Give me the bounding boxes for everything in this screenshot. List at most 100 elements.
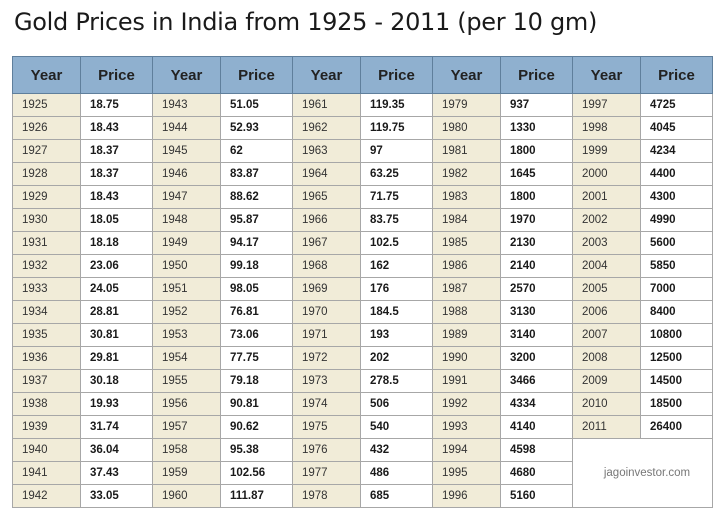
year-cell: 1991 xyxy=(432,369,501,393)
year-column-header: Year xyxy=(12,56,81,94)
year-cell: 1938 xyxy=(12,392,81,416)
table-row: 1937 30.18 1955 79.18 1973 278.5 1991 3466 2009 1… xyxy=(12,369,713,393)
year-cell: 1961 xyxy=(292,93,361,117)
table-row: 1934 28.81 1952 76.81 1970 184.5 1988 3130 2006 8… xyxy=(12,300,713,324)
table-row: 1940 36.04 1958 95.38 1976 432 1994 4598 jagoinv… xyxy=(12,438,713,508)
year-cell: 1958 xyxy=(152,438,221,462)
year-cell: 1974 xyxy=(292,392,361,416)
price-cell: 73.06 xyxy=(220,323,293,347)
price-cell: 24.05 xyxy=(80,277,153,301)
price-cell: 2570 xyxy=(500,277,573,301)
price-cell: 432 xyxy=(360,438,433,462)
year-cell: 1948 xyxy=(152,208,221,232)
table-row: 1930 18.05 1948 95.87 1966 83.75 1984 1970 2002 4… xyxy=(12,208,713,232)
price-column-header: Price xyxy=(80,56,153,94)
table-row: 1942 33.05 1960 111.87 1978 685 1996 5160 xyxy=(12,484,713,508)
year-cell: 1978 xyxy=(292,484,361,508)
year-cell: 1929 xyxy=(12,185,81,209)
price-cell: 83.75 xyxy=(360,208,433,232)
price-cell: 119.35 xyxy=(360,93,433,117)
price-cell: 18.05 xyxy=(80,208,153,232)
year-cell: 1989 xyxy=(432,323,501,347)
price-cell: 4334 xyxy=(500,392,573,416)
price-cell: 90.62 xyxy=(220,415,293,439)
price-cell: 99.18 xyxy=(220,254,293,278)
year-cell: 1944 xyxy=(152,116,221,140)
price-cell: 1330 xyxy=(500,116,573,140)
year-cell: 1931 xyxy=(12,231,81,255)
year-cell: 1975 xyxy=(292,415,361,439)
gold-price-table: Year Price Year Price Year Price Year Price Year… xyxy=(12,56,713,508)
price-cell: 5600 xyxy=(640,231,713,255)
table-row: 1927 18.37 1945 62 1963 97 1981 1800 1999 4234 xyxy=(12,139,713,163)
year-column-header: Year xyxy=(572,56,641,94)
price-cell: 18.37 xyxy=(80,139,153,163)
price-cell: 162 xyxy=(360,254,433,278)
year-cell: 1973 xyxy=(292,369,361,393)
price-cell: 102.5 xyxy=(360,231,433,255)
year-cell: 2000 xyxy=(572,162,641,186)
year-cell: 1934 xyxy=(12,300,81,324)
year-cell: 1988 xyxy=(432,300,501,324)
price-cell: 4598 xyxy=(500,438,573,462)
year-cell: 2002 xyxy=(572,208,641,232)
price-cell: 18.43 xyxy=(80,116,153,140)
year-cell: 1926 xyxy=(12,116,81,140)
year-cell: 1957 xyxy=(152,415,221,439)
price-cell: 51.05 xyxy=(220,93,293,117)
price-cell: 37.43 xyxy=(80,461,153,485)
price-cell: 937 xyxy=(500,93,573,117)
price-cell: 506 xyxy=(360,392,433,416)
year-cell: 1994 xyxy=(432,438,501,462)
price-column-header: Price xyxy=(220,56,293,94)
year-cell: 1982 xyxy=(432,162,501,186)
price-cell: 33.05 xyxy=(80,484,153,508)
year-cell: 2003 xyxy=(572,231,641,255)
table-row: 1928 18.37 1946 83.87 1964 63.25 1982 1645 2000 4… xyxy=(12,162,713,186)
year-column-header: Year xyxy=(152,56,221,94)
table-row: 1935 30.81 1953 73.06 1971 193 1989 3140 2007 108… xyxy=(12,323,713,347)
price-cell: 540 xyxy=(360,415,433,439)
year-cell: 1950 xyxy=(152,254,221,278)
year-cell: 1936 xyxy=(12,346,81,370)
year-cell: 1965 xyxy=(292,185,361,209)
price-cell: 18.75 xyxy=(80,93,153,117)
year-cell: 1967 xyxy=(292,231,361,255)
year-cell: 2008 xyxy=(572,346,641,370)
price-cell: 95.38 xyxy=(220,438,293,462)
price-cell: 98.05 xyxy=(220,277,293,301)
price-cell: 102.56 xyxy=(220,461,293,485)
price-cell: 36.04 xyxy=(80,438,153,462)
table-header-row: Year Price Year Price Year Price Year Price Year… xyxy=(12,56,713,94)
price-column-header: Price xyxy=(500,56,573,94)
price-cell: 119.75 xyxy=(360,116,433,140)
price-cell: 3140 xyxy=(500,323,573,347)
table-row: 1938 19.93 1956 90.81 1974 506 1992 4334 2010 185… xyxy=(12,392,713,416)
table-row: 1926 18.43 1944 52.93 1962 119.75 1980 1330 1998… xyxy=(12,116,713,140)
year-cell: 1943 xyxy=(152,93,221,117)
year-cell: 1941 xyxy=(12,461,81,485)
year-cell: 1932 xyxy=(12,254,81,278)
year-cell: 1995 xyxy=(432,461,501,485)
source-credit: jagoinvestor.com xyxy=(572,438,713,508)
year-cell: 1981 xyxy=(432,139,501,163)
table-row: 1939 31.74 1957 90.62 1975 540 1993 4140 2011 264… xyxy=(12,415,713,439)
price-cell: 4680 xyxy=(500,461,573,485)
year-cell: 1937 xyxy=(12,369,81,393)
year-cell: 1939 xyxy=(12,415,81,439)
year-cell: 2004 xyxy=(572,254,641,278)
year-cell: 1928 xyxy=(12,162,81,186)
price-cell: 8400 xyxy=(640,300,713,324)
year-cell: 1933 xyxy=(12,277,81,301)
price-cell: 62 xyxy=(220,139,293,163)
year-cell: 1987 xyxy=(432,277,501,301)
price-cell: 202 xyxy=(360,346,433,370)
price-cell: 18.18 xyxy=(80,231,153,255)
year-cell: 1964 xyxy=(292,162,361,186)
year-cell: 1925 xyxy=(12,93,81,117)
year-cell: 1954 xyxy=(152,346,221,370)
year-cell: 1942 xyxy=(12,484,81,508)
year-cell: 2011 xyxy=(572,415,641,439)
table-row: 1925 18.75 1943 51.05 1961 119.35 1979 937 1997 4… xyxy=(12,93,713,117)
year-cell: 1980 xyxy=(432,116,501,140)
